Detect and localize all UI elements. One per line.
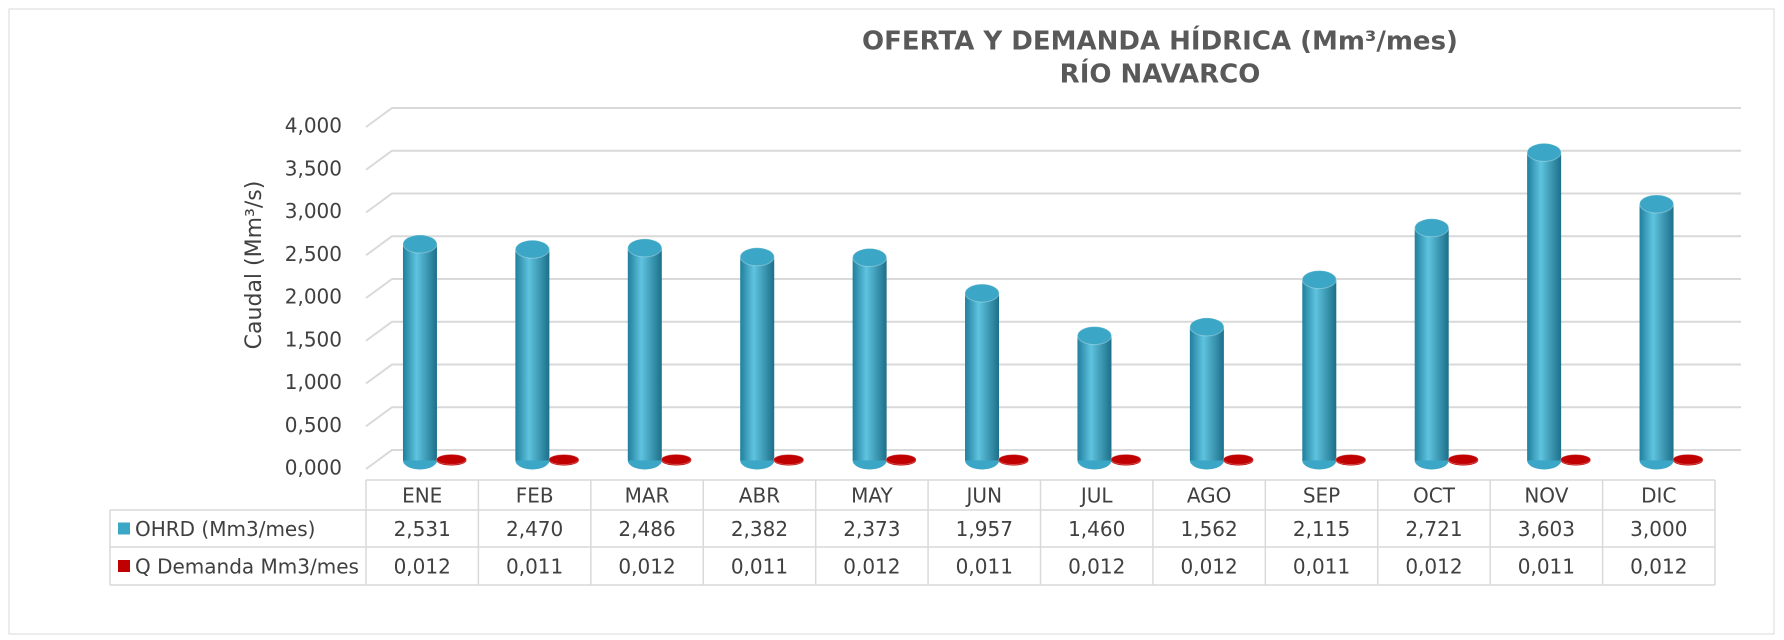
grid-line — [365, 363, 1741, 385]
bar-cap — [1672, 453, 1704, 465]
y-axis-label: Caudal (Mm³/s) — [242, 181, 267, 350]
bar — [1077, 335, 1112, 461]
y-tick-label: 1,000 — [285, 370, 342, 394]
bar-cap — [964, 283, 1000, 303]
table-cell: 0,012 — [618, 555, 675, 579]
grid-line — [365, 149, 1741, 171]
bar-cap — [1222, 453, 1254, 465]
grid-line — [365, 449, 1741, 470]
bar — [402, 244, 437, 461]
bar — [1414, 227, 1449, 461]
table-cell: 3,603 — [1518, 517, 1575, 541]
table-cell: 1,460 — [1068, 517, 1125, 541]
grid-line — [365, 320, 1741, 342]
y-tick-label: 0,500 — [285, 413, 342, 437]
bar-cap — [514, 239, 550, 259]
grid-line — [365, 278, 1741, 299]
bar-cap — [998, 454, 1030, 466]
table-cell: 0,011 — [731, 555, 788, 579]
table-cell: 2,486 — [618, 517, 675, 541]
y-tick-label: 2,500 — [285, 242, 342, 266]
bar-cap — [627, 238, 663, 258]
legend-swatch — [118, 560, 130, 572]
x-tick-label: ENE — [402, 484, 442, 508]
bar-cap — [852, 248, 888, 268]
x-tick-label: JUL — [1079, 484, 1114, 508]
table-cell: 0,011 — [1518, 555, 1575, 579]
grid-line — [365, 107, 1741, 128]
bar — [740, 256, 775, 461]
y-tick-label: 3,500 — [285, 156, 342, 180]
bar-cap — [773, 454, 805, 466]
bar-cap — [885, 453, 917, 465]
bar-cap — [548, 454, 580, 466]
table-cell: 2,115 — [1293, 517, 1350, 541]
table-cell: 0,012 — [394, 555, 451, 579]
bar — [515, 249, 550, 461]
bar-cap — [1526, 142, 1562, 162]
table-cell: 0,012 — [1405, 555, 1462, 579]
bar — [965, 293, 1000, 461]
table-cell: 2,373 — [843, 517, 900, 541]
x-tick-label: NOV — [1524, 484, 1568, 508]
bar-cap — [402, 234, 438, 254]
bar-cap — [1301, 270, 1337, 290]
table-cell: 0,011 — [956, 555, 1013, 579]
bar-cap — [1335, 454, 1367, 466]
y-tick-label: 0,000 — [285, 456, 342, 480]
table-cell: 1,957 — [956, 517, 1013, 541]
x-tick-label: SEP — [1303, 484, 1340, 508]
bar-cap — [739, 247, 775, 267]
bar-cap — [1639, 194, 1675, 214]
bar — [627, 247, 662, 461]
grid-line — [365, 192, 1741, 214]
table-cell: 2,531 — [394, 517, 451, 541]
table-cell: 0,011 — [506, 555, 563, 579]
y-tick-label: 2,000 — [285, 285, 342, 309]
x-tick-label: DIC — [1641, 484, 1676, 508]
legend-swatch — [118, 522, 130, 535]
table-cell: 0,012 — [843, 555, 900, 579]
x-tick-label: JUN — [965, 484, 1003, 508]
table-cell: 0,012 — [1630, 555, 1687, 579]
bar-cap — [1189, 317, 1225, 337]
bar-cap — [1110, 453, 1142, 465]
y-tick-label: 1,500 — [285, 327, 342, 351]
bar-cap — [660, 453, 692, 465]
bar-cap — [1560, 454, 1592, 466]
x-tick-label: AGO — [1187, 484, 1232, 508]
bar-cap — [1447, 453, 1479, 465]
bar — [1302, 279, 1337, 461]
table-cell: 2,382 — [731, 517, 788, 541]
bar-cap — [1076, 326, 1112, 346]
table-cell: 2,721 — [1405, 517, 1462, 541]
grid-line — [365, 235, 1741, 257]
x-tick-label: ABR — [739, 484, 780, 508]
x-tick-label: OCT — [1413, 484, 1456, 508]
legend-label: Q Demanda Mm3/mes — [135, 555, 359, 579]
legend-label: OHRD (Mm3/mes) — [135, 517, 315, 541]
chart-subtitle: RÍO NAVARCO — [1060, 58, 1261, 90]
bar — [1189, 326, 1224, 461]
table-cell: 0,012 — [1068, 555, 1125, 579]
chart-title: OFERTA Y DEMANDA HÍDRICA (Mm³/mes) — [862, 25, 1458, 57]
y-tick-label: 4,000 — [285, 114, 342, 138]
bar-cap — [1414, 218, 1450, 238]
chart-border — [8, 8, 1775, 635]
x-tick-label: FEB — [516, 484, 554, 508]
table-cell: 2,470 — [506, 517, 563, 541]
grid-line — [365, 406, 1741, 428]
bar — [852, 257, 887, 461]
bar-cap — [435, 453, 467, 465]
x-tick-label: MAR — [625, 484, 670, 508]
table-cell: 3,000 — [1630, 517, 1687, 541]
table-cell: 1,562 — [1180, 517, 1237, 541]
x-tick-label: MAY — [851, 484, 893, 508]
table-cell: 0,011 — [1293, 555, 1350, 579]
bar — [1527, 152, 1562, 461]
table-cell: 0,012 — [1180, 555, 1237, 579]
y-tick-label: 3,000 — [285, 199, 342, 223]
bar — [1639, 203, 1674, 461]
